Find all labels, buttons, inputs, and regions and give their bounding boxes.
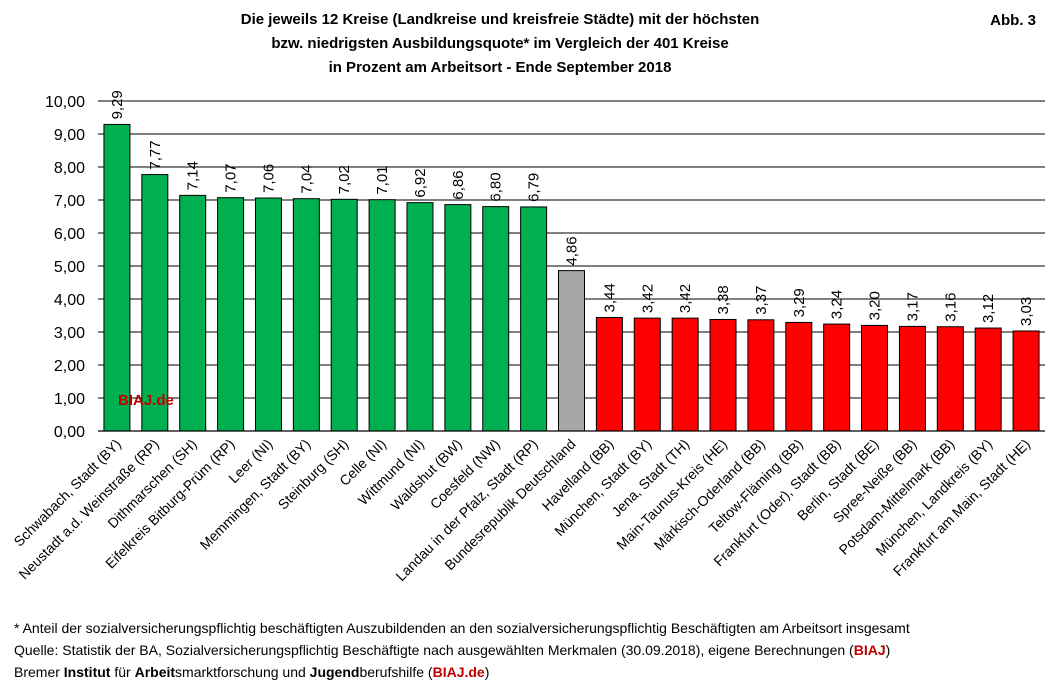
value-label: 3,03 bbox=[1018, 297, 1035, 326]
value-label: 3,38 bbox=[715, 285, 732, 314]
bar bbox=[254, 197, 282, 432]
watermark-biaj: BIAJ.de bbox=[118, 392, 174, 409]
bar bbox=[785, 321, 813, 432]
org-part-7: berufshilfe ( bbox=[359, 664, 433, 680]
bar bbox=[217, 197, 245, 432]
org-line: Bremer Institut für Arbeitsmarktforschun… bbox=[14, 661, 910, 683]
value-label: 3,29 bbox=[791, 288, 808, 317]
value-label: 3,12 bbox=[980, 294, 997, 323]
value-label: 3,20 bbox=[867, 291, 884, 320]
bar bbox=[633, 317, 661, 432]
org-part-5: smarktforschung und bbox=[175, 664, 310, 680]
bar bbox=[444, 204, 472, 432]
y-tick-label: 6,00 bbox=[54, 226, 85, 243]
bar bbox=[595, 316, 623, 432]
y-tick-label: 3,00 bbox=[54, 325, 85, 342]
y-tick-label: 5,00 bbox=[54, 259, 85, 276]
org-part-2: Institut bbox=[63, 664, 111, 680]
value-label: 3,16 bbox=[942, 293, 959, 322]
bar bbox=[558, 270, 585, 432]
org-part-4: Arbeit bbox=[134, 664, 176, 680]
bar bbox=[709, 318, 737, 432]
value-label: 3,42 bbox=[639, 284, 656, 313]
value-label: 3,42 bbox=[677, 284, 694, 313]
value-label: 3,24 bbox=[829, 290, 846, 319]
value-label: 4,86 bbox=[564, 236, 581, 265]
y-tick-label: 2,00 bbox=[54, 358, 85, 375]
bar bbox=[103, 123, 131, 432]
y-tick-label: 7,00 bbox=[54, 193, 85, 210]
source-text: Quelle: Statistik der BA, Sozialversiche… bbox=[14, 642, 854, 658]
value-label: 3,44 bbox=[601, 283, 618, 312]
bar bbox=[368, 199, 396, 432]
value-label: 7,77 bbox=[147, 140, 164, 169]
title-line-1: Die jeweils 12 Kreise (Landkreise und kr… bbox=[240, 11, 760, 28]
y-tick-label: 10,00 bbox=[45, 94, 85, 111]
org-part-3: für bbox=[110, 664, 135, 680]
org-part-6: Jugend bbox=[309, 664, 360, 680]
title-line-2: bzw. niedrigsten Ausbildungsquote* im Ve… bbox=[271, 35, 729, 52]
y-tick-label: 8,00 bbox=[54, 160, 85, 177]
bar bbox=[179, 194, 207, 432]
footnote: * Anteil der sozialversicherungspflichti… bbox=[14, 620, 910, 636]
bar bbox=[406, 202, 434, 432]
bar bbox=[330, 198, 358, 432]
bar bbox=[861, 324, 889, 432]
value-label: 6,80 bbox=[488, 172, 505, 201]
bar bbox=[520, 206, 548, 432]
source-line: Quelle: Statistik der BA, Sozialversiche… bbox=[14, 639, 910, 661]
value-label: 6,86 bbox=[450, 170, 467, 199]
bar bbox=[671, 317, 699, 432]
value-label: 6,92 bbox=[412, 168, 429, 197]
bar-chart: 0,00 1,00 2,00 3,00 4,00 5,00 6,00 7,00 8,00 9,00… bbox=[10, 90, 1045, 584]
value-label: 3,37 bbox=[753, 286, 770, 315]
y-tick-label: 0,00 bbox=[54, 424, 85, 441]
value-label: 9,29 bbox=[109, 90, 126, 119]
value-label: 7,14 bbox=[185, 161, 202, 190]
figure-label: Abb. 3 bbox=[990, 12, 1036, 29]
y-tick-label: 9,00 bbox=[54, 127, 85, 144]
category-label: Neustadt a.d. Weinstraße (RP) bbox=[15, 436, 161, 582]
source-suffix: ) bbox=[885, 642, 891, 658]
bar bbox=[1012, 330, 1040, 432]
value-label: 7,01 bbox=[374, 165, 391, 194]
org-brand: BIAJ.de bbox=[432, 664, 485, 680]
value-label: 6,79 bbox=[526, 173, 543, 202]
bar bbox=[292, 198, 320, 432]
source-brand: BIAJ bbox=[853, 642, 886, 658]
bar bbox=[823, 323, 851, 432]
value-label: 3,17 bbox=[904, 292, 921, 321]
title-line-3: in Prozent am Arbeitsort - Ende Septembe… bbox=[328, 59, 672, 76]
org-part-1: Bremer bbox=[14, 664, 64, 680]
bar bbox=[141, 174, 169, 432]
value-label: 7,06 bbox=[260, 164, 277, 193]
org-suffix: ) bbox=[484, 664, 490, 680]
value-label: 7,07 bbox=[223, 163, 240, 192]
bar bbox=[898, 325, 926, 432]
bar bbox=[936, 326, 964, 432]
bar bbox=[747, 319, 775, 432]
chart-title: Die jeweils 12 Kreise (Landkreise und kr… bbox=[130, 8, 870, 80]
value-label: 7,04 bbox=[298, 164, 315, 193]
bar bbox=[482, 206, 510, 432]
bar bbox=[974, 327, 1002, 432]
y-tick-label: 4,00 bbox=[54, 292, 85, 309]
footer: * Anteil der sozialversicherungspflichti… bbox=[14, 617, 910, 683]
value-label: 7,02 bbox=[336, 165, 353, 194]
y-tick-label: 1,00 bbox=[54, 391, 85, 408]
